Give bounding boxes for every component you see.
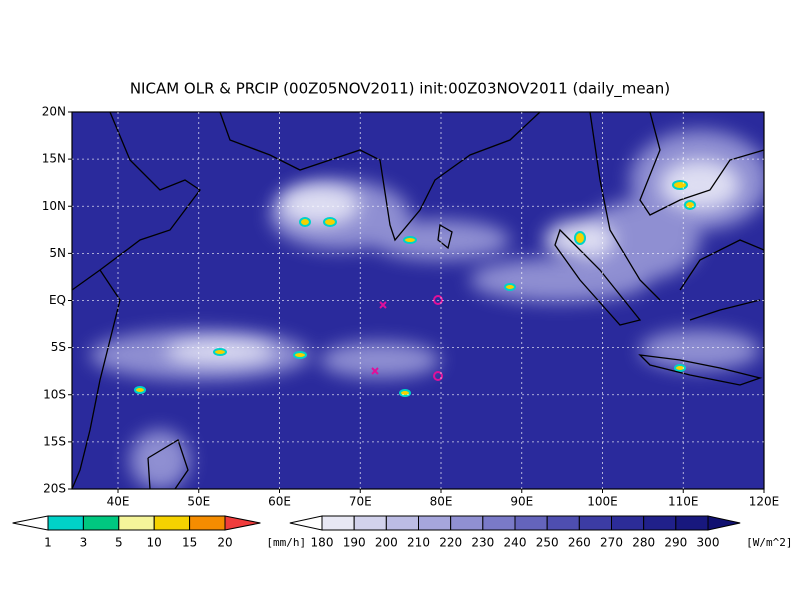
colorbar-label: 210 [407, 536, 430, 550]
colorbar-box [514, 515, 548, 531]
colorbar-label: 190 [343, 536, 366, 550]
lat-label: 5N [49, 246, 66, 260]
colorbar-box [611, 515, 645, 531]
colorbar-box [385, 515, 420, 531]
map-title: NICAM OLR & PRCIP (00Z05NOV2011) init:00… [130, 80, 670, 99]
lon-label: 100E [587, 495, 618, 509]
colorbar-end [224, 515, 261, 531]
colorbar-end [289, 515, 323, 531]
colorbar-label: 230 [471, 536, 494, 550]
colorbar-label: 220 [439, 536, 462, 550]
colorbar-label: 240 [504, 536, 527, 550]
lat-label: EQ [49, 293, 66, 307]
colorbar-label: 15 [182, 536, 197, 550]
lon-label: 90E [510, 495, 533, 509]
colorbar-label: 290 [664, 536, 687, 550]
colorbar-label: 260 [568, 536, 591, 550]
colorbar-box [353, 515, 387, 531]
colorbar-box [643, 515, 677, 531]
lat-label: 5S [51, 340, 66, 354]
colorbar-box [675, 515, 709, 531]
colorbar-box [189, 515, 226, 531]
colorbar-label: 270 [600, 536, 623, 550]
colorbar-label: 280 [632, 536, 655, 550]
colorbar-label: 300 [697, 536, 720, 550]
colorbar-box [482, 515, 516, 531]
map-field [72, 112, 764, 489]
lon-label: 120E [749, 495, 780, 509]
colorbar-label: 10 [147, 536, 162, 550]
colorbar-box [418, 515, 452, 531]
lon-label: 110E [668, 495, 699, 509]
colorbar-label: 250 [536, 536, 559, 550]
colorbar-label: 5 [115, 536, 123, 550]
colorbar-box [546, 515, 580, 531]
lat-label: 15N [42, 152, 66, 166]
lon-label: 60E [268, 495, 291, 509]
lat-label: 10N [42, 199, 66, 213]
colorbar-box [82, 515, 120, 531]
colorbar-unit: [W/m^2] [746, 536, 792, 549]
colorbar-end [12, 515, 49, 531]
colorbar-unit: [mm/h] [266, 536, 306, 549]
colorbar-box [450, 515, 484, 531]
colorbar-label: 20 [217, 536, 232, 550]
lat-label: 20S [43, 482, 66, 496]
colorbar-label: 180 [311, 536, 334, 550]
lon-label: 70E [349, 495, 372, 509]
colorbar-end [707, 515, 741, 531]
colorbar-box [578, 515, 612, 531]
lon-label: 40E [107, 495, 130, 509]
lat-label: 10S [43, 387, 66, 401]
lat-label: 15S [43, 434, 66, 448]
colorbar-label: 200 [375, 536, 398, 550]
colorbar-label: 3 [80, 536, 88, 550]
colorbar-box [47, 515, 84, 531]
lon-label: 50E [187, 495, 210, 509]
colorbar-box [153, 515, 191, 531]
colorbar-box [321, 515, 355, 531]
colorbar-label: 1 [44, 536, 52, 550]
lon-label: 80E [430, 495, 453, 509]
colorbar-box [118, 515, 155, 531]
lat-label: 20N [42, 105, 66, 119]
